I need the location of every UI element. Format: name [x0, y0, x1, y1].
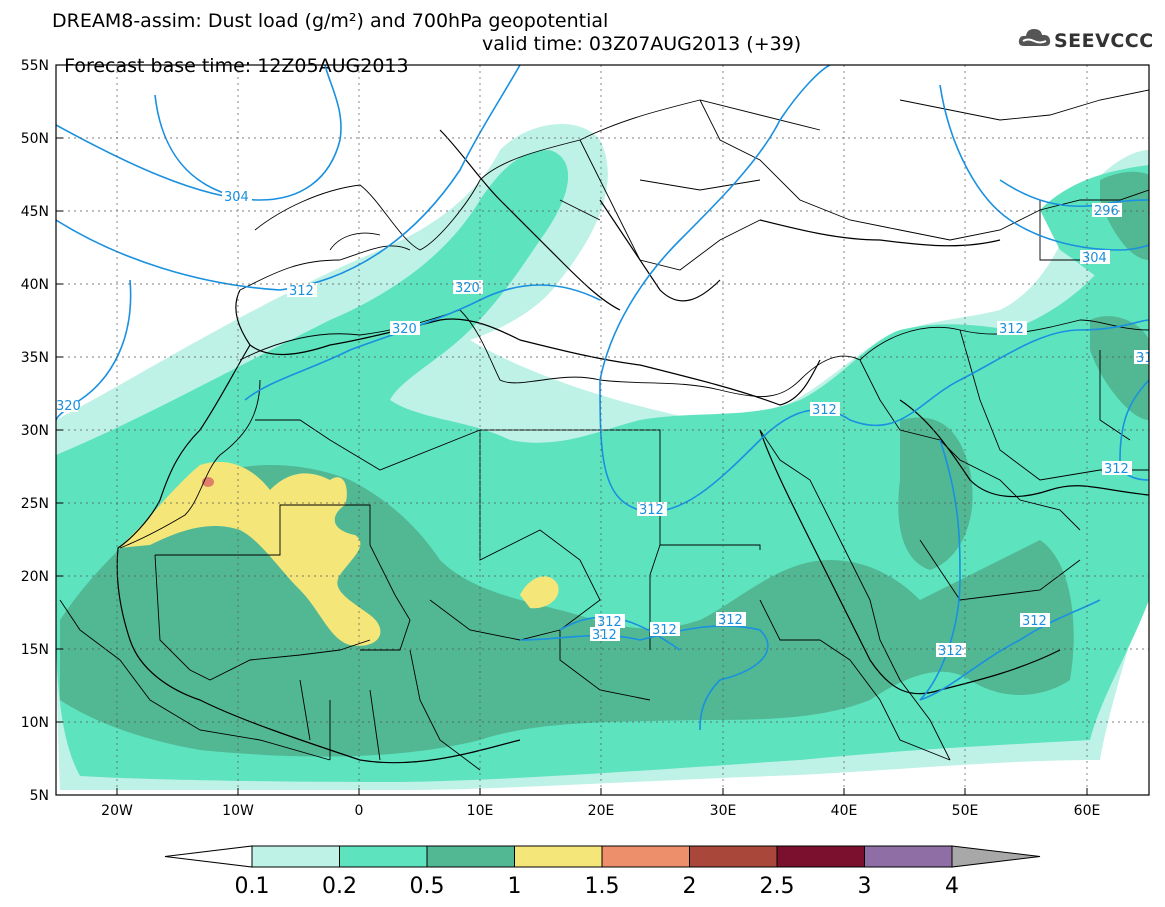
colorbar-label: 3 [858, 874, 872, 899]
contour-label: 304 [224, 190, 249, 205]
contour-label: 320 [455, 281, 480, 296]
geopotential-contours [56, 65, 1149, 731]
map-title: DREAM8-assim: Dust load (g/m²) and 700hP… [52, 10, 609, 32]
lon-label: 0 [355, 803, 364, 819]
colorbar-segment [514, 845, 603, 868]
seevccc-logo: SEEVCCC [1018, 26, 1158, 56]
colorbar-over-triangle [951, 845, 1041, 868]
lon-label: 50E [952, 803, 979, 819]
colorbar-under-triangle [164, 845, 253, 868]
lon-label: 60E [1074, 803, 1101, 819]
contour-label: 320 [392, 322, 417, 337]
contour-label: 312 [812, 403, 837, 418]
colorbar-segment [339, 845, 428, 868]
logo-text: SEEVCCC [1054, 30, 1154, 52]
colorbar-segment [601, 845, 690, 868]
lat-label: 35N [21, 350, 49, 366]
colorbar-segment [776, 845, 865, 868]
colorbar-label: 4 [945, 874, 959, 899]
lon-label: 20E [588, 803, 615, 819]
contour-label: 320 [56, 399, 81, 414]
contour-label: 312 [1104, 462, 1129, 477]
colorbar-label: 2 [683, 874, 697, 899]
axis-ticks [56, 64, 1088, 795]
lat-label: 10N [21, 715, 49, 731]
contour-label: 312 [289, 284, 314, 299]
contour-label: 296 [1094, 204, 1119, 219]
contour-label: 312 [938, 644, 963, 659]
contour-label: 312 [639, 503, 664, 518]
lat-label: 5N [30, 788, 49, 804]
lat-label: 25N [21, 496, 49, 512]
lat-label: 20N [21, 569, 49, 585]
lat-label: 45N [21, 204, 49, 220]
colorbar-segment [689, 845, 778, 868]
contour-labels: 304 312 320 320 320 312 312 312 312 312 … [56, 189, 1161, 659]
lon-label: 10W [222, 803, 254, 819]
contour-label: 312 [652, 623, 677, 638]
contour-label: 304 [1082, 251, 1107, 266]
contour-label: 312 [1022, 614, 1047, 629]
contour-label: 312 [999, 322, 1024, 337]
map-content: 304 312 320 320 320 312 312 312 312 312 … [56, 65, 1161, 795]
lat-label: 15N [21, 642, 49, 658]
colorbar-label: 0.5 [410, 874, 445, 899]
colorbar-segment [251, 845, 340, 868]
contour-label: 312 [718, 613, 743, 628]
lat-label: 30N [21, 423, 49, 439]
colorbar-segment [426, 845, 515, 868]
coastlines [116, 129, 1149, 764]
colorbar-label: 2.5 [760, 874, 795, 899]
lon-label: 30E [710, 803, 737, 819]
dust-shading-1 [118, 461, 559, 646]
country-borders [59, 89, 1149, 771]
lon-label: 20W [101, 803, 133, 819]
lat-label: 50N [21, 131, 49, 147]
colorbar-labels: 0.1 0.2 0.5 1 1.5 2 2.5 3 4 [235, 874, 960, 899]
colorbar-label: 0.2 [322, 874, 357, 899]
cloud-icon [1018, 29, 1051, 46]
forecast-base-time: Forecast base time: 12Z05AUG2013 [64, 55, 409, 77]
longitude-labels: 20W 10W 0 10E 20E 30E 40E 50E 60E [101, 803, 1100, 819]
contour-label: 312 [1136, 351, 1161, 366]
lon-label: 10E [467, 803, 494, 819]
lon-label: 40E [831, 803, 858, 819]
colorbar-label: 1.5 [585, 874, 620, 899]
valid-time: valid time: 03Z07AUG2013 (+39) [482, 33, 802, 55]
contour-label: 312 [597, 615, 622, 630]
lat-label: 55N [21, 58, 49, 74]
colorbar-segment [864, 845, 953, 868]
lat-label: 40N [21, 277, 49, 293]
contour-label: 312 [592, 628, 617, 643]
forecast-time-line: Forecast base time: 12Z05AUG2013 valid t… [52, 33, 801, 99]
colorbar-segments [164, 845, 1041, 868]
graticule [56, 65, 1149, 795]
latitude-labels: 55N 50N 45N 40N 35N 30N 25N 20N 15N 10N … [21, 58, 49, 804]
colorbar-label: 1 [508, 874, 522, 899]
colorbar-label: 0.1 [235, 874, 270, 899]
